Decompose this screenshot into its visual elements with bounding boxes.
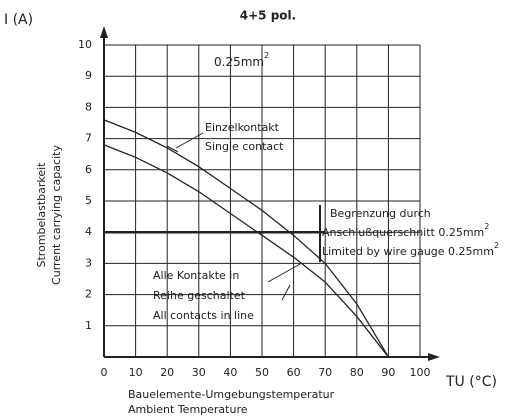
x-tick-label: 0	[101, 366, 108, 379]
y-tick-label: 8	[85, 100, 92, 113]
annotation-text: Limited by wire gauge 0.25mm	[322, 245, 494, 258]
x-axis-label: Ambient Temperature	[128, 403, 248, 416]
annotation: Single contact	[205, 140, 284, 153]
x-tick-label: 70	[318, 366, 332, 379]
annotation: Limited by wire gauge 0.25mm2	[322, 241, 499, 259]
annotation: Begrenzung durch	[330, 207, 431, 220]
y-axis-label: I (A)	[4, 12, 33, 28]
x-tick-label: 40	[223, 366, 237, 379]
x-tick-label: 30	[192, 366, 206, 379]
annotation-text: 0.25mm	[214, 55, 264, 69]
annotation-text: Single contact	[205, 140, 284, 153]
y-tick-label: 2	[85, 288, 92, 301]
leader-line	[267, 263, 301, 283]
y-tick-label: 9	[85, 69, 92, 82]
annotation-text: All contacts in line	[153, 309, 254, 322]
curve	[103, 144, 389, 358]
annotation: 0.25mm2	[214, 51, 269, 69]
x-axis-label: Bauelemente-Umgebungstemperatur	[128, 388, 335, 401]
chart-title: 4+5 pol.	[240, 9, 296, 23]
superscript: 2	[264, 51, 269, 60]
annotation-text: Alle Kontakte in	[153, 269, 239, 282]
annotation: Reihe geschaltet	[153, 289, 246, 302]
superscript: 2	[494, 241, 499, 250]
annotation-text: Anschlußquerschnitt 0.25mm	[322, 226, 484, 239]
annotation-text: Reihe geschaltet	[153, 289, 246, 302]
annotation: All contacts in line	[153, 309, 254, 322]
x-tick-label: 10	[129, 366, 143, 379]
y-axis-label: Current carrying capacity	[50, 145, 63, 285]
y-tick-label: 3	[85, 256, 92, 269]
annotation: Alle Kontakte in	[153, 269, 239, 282]
y-tick-label: 5	[85, 194, 92, 207]
annotation-text: Begrenzung durch	[330, 207, 431, 220]
y-tick-label: 10	[78, 38, 92, 51]
y-tick-label: 6	[85, 163, 92, 176]
x-axis-label: TU (°C)	[445, 374, 497, 390]
leader-line	[166, 145, 179, 153]
superscript: 2	[484, 222, 489, 231]
x-tick-label: 100	[410, 366, 431, 379]
leader-line	[281, 284, 291, 301]
y-tick-label: 4	[85, 225, 92, 238]
x-tick-label: 60	[287, 366, 301, 379]
arrow	[100, 26, 108, 38]
annotation: Einzelkontakt	[205, 121, 280, 134]
y-axis-label: Strombelastbarkeit	[35, 162, 48, 268]
annotation: Anschlußquerschnitt 0.25mm2	[322, 222, 489, 240]
curve	[103, 119, 389, 358]
annotation-text: Einzelkontakt	[205, 121, 280, 134]
x-tick-label: 90	[381, 366, 395, 379]
x-tick-label: 20	[160, 366, 174, 379]
x-tick-label: 50	[255, 366, 269, 379]
y-tick-label: 1	[85, 319, 92, 332]
y-tick-label: 7	[85, 132, 92, 145]
x-tick-label: 80	[350, 366, 364, 379]
arrow	[428, 353, 440, 361]
